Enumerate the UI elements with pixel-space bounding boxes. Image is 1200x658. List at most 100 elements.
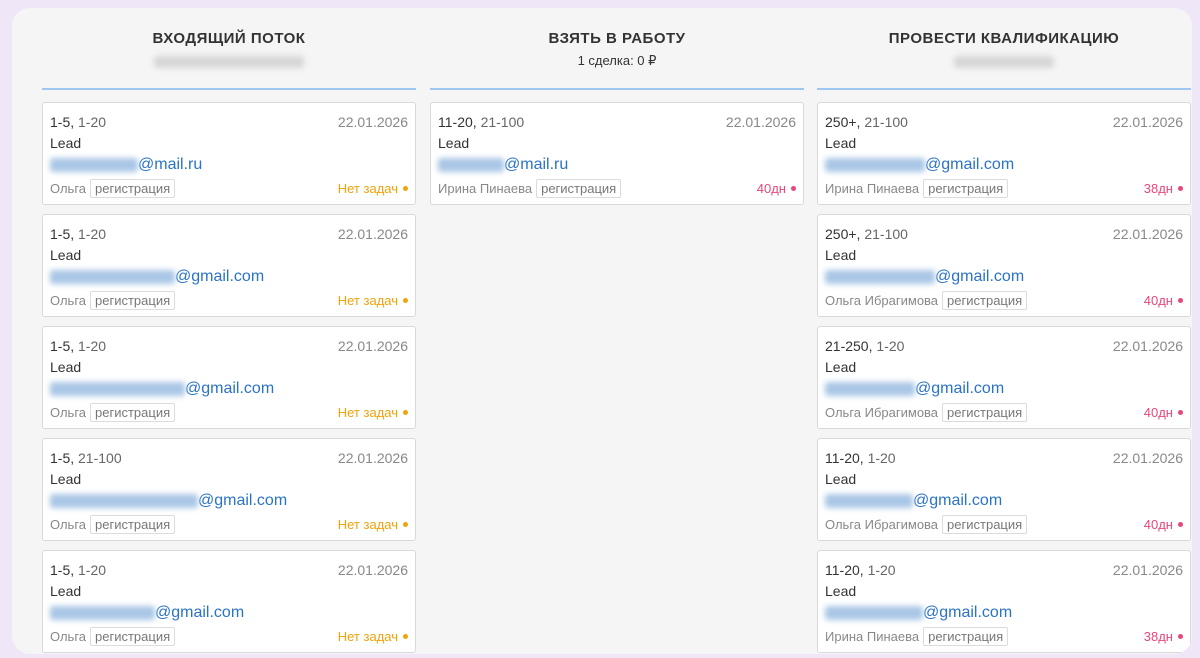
status-dot-icon (403, 634, 408, 639)
contact-email[interactable]: @gmail.com (825, 492, 1002, 510)
email-redacted (825, 382, 915, 396)
email-redacted (50, 606, 155, 620)
contact-email[interactable]: @gmail.com (50, 268, 264, 286)
status-dot-icon (403, 522, 408, 527)
contact-email[interactable]: @mail.ru (50, 156, 202, 174)
card-type: Lead (825, 247, 857, 263)
status-text: Нет задач (337, 517, 398, 532)
deal-card[interactable]: 1-5, 1-20 22.01.2026 Lead @gmail.com Оль… (42, 214, 416, 317)
status-text: 40дн (1143, 293, 1173, 308)
status-label: 38дн (1144, 181, 1183, 196)
contact-email[interactable]: @gmail.com (50, 604, 244, 622)
card-footer: Ольга регистрация Нет задач (50, 291, 408, 310)
status-text: Нет задач (337, 629, 398, 644)
column-summary-redacted (954, 56, 1054, 68)
size-secondary: 21-100 (864, 226, 908, 242)
email-redacted (438, 158, 504, 172)
status-dot-icon (403, 410, 408, 415)
card-footer: Ольга регистрация Нет задач (50, 403, 408, 422)
size-secondary: 1-20 (867, 450, 896, 466)
email-domain: @gmail.com (913, 492, 1003, 509)
company-size: 11-20, 21-100 (438, 114, 525, 130)
company-size: 11-20, 1-20 (825, 450, 896, 466)
status-label: 40дн (1144, 293, 1183, 308)
status-text: 40дн (1143, 405, 1173, 420)
card-date: 22.01.2026 (337, 562, 408, 578)
card-date: 22.01.2026 (1112, 450, 1183, 466)
contact-email[interactable]: @gmail.com (825, 380, 1004, 398)
contact-email[interactable]: @gmail.com (50, 492, 287, 510)
contact-email[interactable]: @gmail.com (825, 604, 1012, 622)
size-primary: 1-5 (50, 450, 71, 466)
deal-card[interactable]: 250+, 21-100 22.01.2026 Lead @gmail.com … (817, 214, 1191, 317)
size-primary: 1-5 (50, 114, 71, 130)
deal-card[interactable]: 1-5, 21-100 22.01.2026 Lead @gmail.com О… (42, 438, 416, 541)
card-footer: Ольга Ибрагимова регистрация 40дн (825, 291, 1183, 310)
email-redacted (825, 606, 923, 620)
column-summary (817, 53, 1191, 71)
status-dot-icon (403, 298, 408, 303)
owner-name: Ольга Ибрагимова (825, 517, 939, 532)
card-footer: Ольга регистрация Нет задач (50, 179, 408, 198)
card-footer: Ольга Ибрагимова регистрация 40дн (825, 515, 1183, 534)
tag-badge: регистрация (90, 291, 176, 310)
deal-card[interactable]: 1-5, 1-20 22.01.2026 Lead @mail.ru Ольга… (42, 102, 416, 205)
status-label: 38дн (1144, 629, 1183, 644)
company-size: 21-250, 1-20 (825, 338, 905, 354)
status-label: Нет задач (338, 293, 408, 308)
deal-card[interactable]: 1-5, 1-20 22.01.2026 Lead @gmail.com Оль… (42, 326, 416, 429)
card-list: 11-20, 21-100 22.01.2026 Lead @mail.ru И… (430, 90, 804, 205)
card-type: Lead (438, 135, 470, 151)
email-redacted (825, 270, 935, 284)
email-domain: @gmail.com (175, 268, 265, 285)
status-text: 38дн (1143, 181, 1173, 196)
card-type: Lead (50, 471, 82, 487)
deal-card[interactable]: 11-20, 1-20 22.01.2026 Lead @gmail.com И… (817, 550, 1191, 653)
deal-card[interactable]: 11-20, 1-20 22.01.2026 Lead @gmail.com О… (817, 438, 1191, 541)
contact-email[interactable]: @mail.ru (438, 156, 568, 174)
status-label: 40дн (757, 181, 796, 196)
column-qualification: ПРОВЕСТИ КВАЛИФИКАЦИЮ 250+, 21-100 22.01… (817, 8, 1191, 654)
column-title: ВХОДЯЩИЙ ПОТОК (152, 30, 306, 47)
size-primary: 1-5 (50, 226, 71, 242)
contact-email[interactable]: @gmail.com (825, 268, 1024, 286)
card-date: 22.01.2026 (1112, 226, 1183, 242)
deal-card[interactable]: 1-5, 1-20 22.01.2026 Lead @gmail.com Оль… (42, 550, 416, 653)
column-incoming: ВХОДЯЩИЙ ПОТОК 1-5, 1-20 22.01.2026 Lead… (42, 8, 416, 654)
tag-badge: регистрация (90, 403, 176, 422)
card-footer: Ирина Пинаева регистрация 38дн (825, 179, 1183, 198)
tag-badge: регистрация (536, 179, 622, 198)
card-footer: Ольга Ибрагимова регистрация 40дн (825, 403, 1183, 422)
card-date: 22.01.2026 (725, 114, 796, 130)
size-primary: 1-5 (50, 338, 71, 354)
size-secondary: 21-100 (864, 114, 908, 130)
owner-name: Ольга (50, 293, 87, 308)
deal-card[interactable]: 250+, 21-100 22.01.2026 Lead @gmail.com … (817, 102, 1191, 205)
company-size: 250+, 21-100 (825, 226, 908, 242)
deal-card[interactable]: 11-20, 21-100 22.01.2026 Lead @mail.ru И… (430, 102, 804, 205)
status-label: Нет задач (338, 629, 408, 644)
tag-badge: регистрация (90, 627, 176, 646)
size-secondary: 1-20 (78, 562, 107, 578)
company-size: 1-5, 21-100 (50, 450, 122, 466)
owner-name: Ольга (50, 629, 87, 644)
company-size: 11-20, 1-20 (825, 562, 896, 578)
status-label: Нет задач (338, 181, 408, 196)
column-header: ВХОДЯЩИЙ ПОТОК (42, 8, 416, 90)
owner-name: Ирина Пинаева (825, 181, 920, 196)
status-text: Нет задач (337, 293, 398, 308)
owner-name: Ольга Ибрагимова (825, 293, 939, 308)
tag-badge: регистрация (90, 515, 176, 534)
card-date: 22.01.2026 (337, 450, 408, 466)
deal-card[interactable]: 21-250, 1-20 22.01.2026 Lead @gmail.com … (817, 326, 1191, 429)
card-type: Lead (825, 135, 857, 151)
column-summary: 1 сделка: 0 ₽ (577, 53, 657, 68)
contact-email[interactable]: @gmail.com (50, 380, 274, 398)
column-take-to-work: ВЗЯТЬ В РАБОТУ 1 сделка: 0 ₽ 11-20, 21-1… (430, 8, 804, 214)
status-label: 40дн (1144, 517, 1183, 532)
contact-email[interactable]: @gmail.com (825, 156, 1014, 174)
card-type: Lead (50, 247, 82, 263)
size-primary: 21-250 (825, 338, 869, 354)
email-domain: @gmail.com (185, 380, 275, 397)
status-dot-icon (1178, 186, 1183, 191)
